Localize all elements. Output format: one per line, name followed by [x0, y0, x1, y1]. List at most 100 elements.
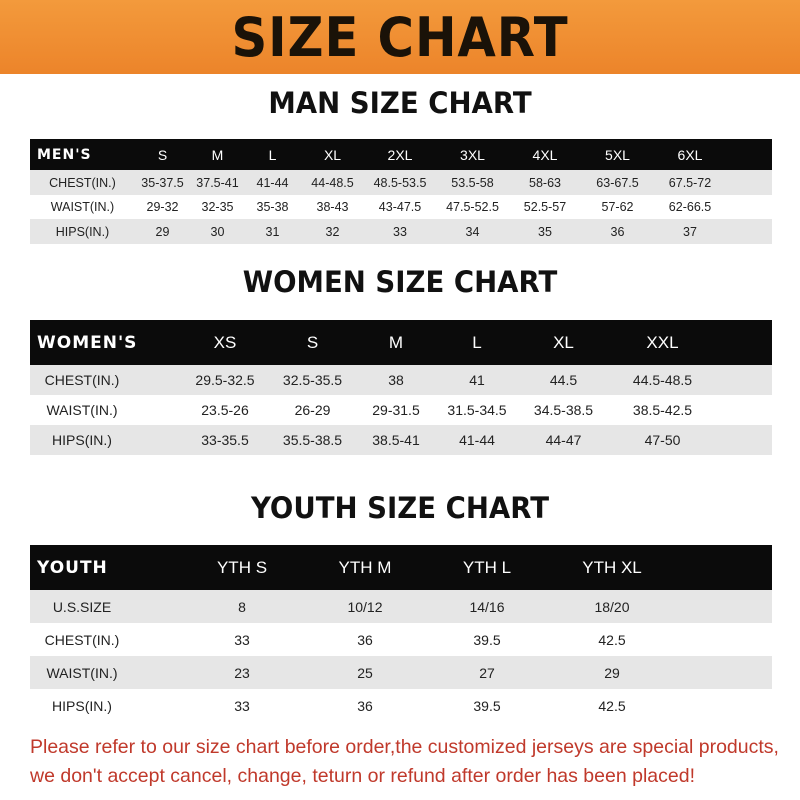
size-header: 4XL [510, 139, 580, 170]
table-cell: 38-43 [300, 195, 365, 219]
empty-cell [676, 623, 772, 656]
table-cell: 27 [426, 656, 548, 689]
table-cell: 29-31.5 [355, 395, 437, 425]
size-header: XL [517, 320, 610, 365]
table-cell: 29 [135, 219, 190, 244]
banner: SIZE CHART [0, 0, 800, 74]
table-cell: 31 [245, 219, 300, 244]
table-title-cell: WOMEN'S [30, 320, 180, 365]
header-row: YOUTH YTH S YTH M YTH L YTH XL [30, 545, 772, 590]
size-header: L [437, 320, 517, 365]
size-header: XS [180, 320, 270, 365]
notice-line-1: Please refer to our size chart before or… [30, 736, 779, 758]
table-cell: 36 [580, 219, 655, 244]
row-label: WAIST(IN.) [30, 656, 180, 689]
table-cell: 10/12 [304, 590, 426, 623]
table-cell: 29 [548, 656, 676, 689]
table-cell: 8 [180, 590, 304, 623]
row-label: WAIST(IN.) [30, 195, 135, 219]
table-row: HIPS(IN.) 29 30 31 32 33 34 35 36 37 [30, 219, 772, 244]
order-notice: Please refer to our size chart before or… [0, 733, 800, 791]
table-cell: 41 [437, 365, 517, 395]
empty-cell [676, 590, 772, 623]
youth-size-table: YOUTH YTH S YTH M YTH L YTH XL U.S.SIZE 8 10/12… [30, 545, 772, 722]
table-cell: 48.5-53.5 [365, 170, 435, 195]
youth-section-title: YOUTH SIZE CHART [250, 491, 550, 525]
table-cell: 38 [355, 365, 437, 395]
men-section-title: MAN SIZE CHART [268, 86, 532, 120]
empty-cell [676, 689, 772, 722]
size-header: 5XL [580, 139, 655, 170]
table-row: CHEST(IN.) 35-37.5 37.5-41 41-44 44-48.5 48.5… [30, 170, 772, 195]
row-label: WAIST(IN.) [30, 395, 180, 425]
table-cell: 58-63 [510, 170, 580, 195]
table-cell: 26-29 [270, 395, 355, 425]
table-title-cell: MEN'S [30, 139, 135, 170]
table-cell: 39.5 [426, 689, 548, 722]
empty-cell [725, 219, 772, 244]
table-cell: 41-44 [245, 170, 300, 195]
table-cell: 18/20 [548, 590, 676, 623]
size-header: M [190, 139, 245, 170]
table-cell: 35.5-38.5 [270, 425, 355, 455]
row-label: HIPS(IN.) [30, 689, 180, 722]
table-cell: 33-35.5 [180, 425, 270, 455]
table-cell: 36 [304, 689, 426, 722]
table-cell: 38.5-42.5 [610, 395, 715, 425]
table-cell: 57-62 [580, 195, 655, 219]
empty-cell [715, 365, 772, 395]
table-cell: 44-47 [517, 425, 610, 455]
table-row: CHEST(IN.) 33 36 39.5 42.5 [30, 623, 772, 656]
size-header: M [355, 320, 437, 365]
table-cell: 14/16 [426, 590, 548, 623]
table-cell: 36 [304, 623, 426, 656]
table-cell: 44-48.5 [300, 170, 365, 195]
table-cell: 23.5-26 [180, 395, 270, 425]
empty-cell [725, 195, 772, 219]
row-label: HIPS(IN.) [30, 219, 135, 244]
banner-title: SIZE CHART [231, 6, 569, 69]
table-cell: 52.5-57 [510, 195, 580, 219]
table-cell: 29-32 [135, 195, 190, 219]
table-cell: 31.5-34.5 [437, 395, 517, 425]
size-header: XXL [610, 320, 715, 365]
table-cell: 23 [180, 656, 304, 689]
table-cell: 37.5-41 [190, 170, 245, 195]
notice-line-2: we don't accept cancel, change, teturn o… [30, 765, 695, 787]
table-cell: 47.5-52.5 [435, 195, 510, 219]
men-size-table: MEN'S S M L XL 2XL 3XL 4XL 5XL 6XL CHEST(IN.) 35-37… [30, 139, 772, 244]
table-cell: 42.5 [548, 689, 676, 722]
size-header: 3XL [435, 139, 510, 170]
table-cell: 63-67.5 [580, 170, 655, 195]
size-header: YTH S [180, 545, 304, 590]
header-row: MEN'S S M L XL 2XL 3XL 4XL 5XL 6XL [30, 139, 772, 170]
row-label: CHEST(IN.) [30, 623, 180, 656]
table-cell: 32 [300, 219, 365, 244]
table-cell: 32-35 [190, 195, 245, 219]
table-cell: 44.5 [517, 365, 610, 395]
table-cell: 47-50 [610, 425, 715, 455]
table-cell: 33 [180, 689, 304, 722]
table-row: WAIST(IN.) 23 25 27 29 [30, 656, 772, 689]
size-header: XL [300, 139, 365, 170]
size-header: 2XL [365, 139, 435, 170]
table-row: HIPS(IN.) 33 36 39.5 42.5 [30, 689, 772, 722]
empty-cell [715, 425, 772, 455]
table-row: WAIST(IN.) 23.5-26 26-29 29-31.5 31.5-34.5 34… [30, 395, 772, 425]
table-cell: 25 [304, 656, 426, 689]
table-cell: 44.5-48.5 [610, 365, 715, 395]
women-section-title: WOMEN SIZE CHART [242, 265, 558, 299]
table-cell: 37 [655, 219, 725, 244]
table-cell: 33 [365, 219, 435, 244]
row-label: HIPS(IN.) [30, 425, 180, 455]
table-cell: 32.5-35.5 [270, 365, 355, 395]
women-size-table: WOMEN'S XS S M L XL XXL CHEST(IN.) 29.5-32.5 32.5… [30, 320, 772, 455]
table-cell: 34.5-38.5 [517, 395, 610, 425]
size-header: L [245, 139, 300, 170]
table-cell: 67.5-72 [655, 170, 725, 195]
empty-cell [725, 139, 772, 170]
size-header: S [270, 320, 355, 365]
table-title-cell: YOUTH [30, 545, 180, 590]
table-cell: 41-44 [437, 425, 517, 455]
table-cell: 35-38 [245, 195, 300, 219]
